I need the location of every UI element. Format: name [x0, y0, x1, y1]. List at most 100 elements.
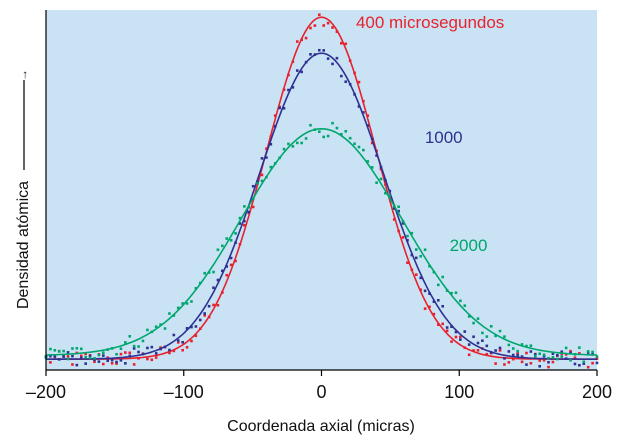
data-point: [132, 344, 136, 348]
data-point: [203, 312, 206, 315]
data-point: [348, 136, 352, 140]
data-point: [66, 355, 70, 358]
data-point: [437, 283, 440, 287]
data-point: [168, 312, 171, 315]
data-point: [525, 351, 528, 355]
data-point: [428, 305, 431, 309]
data-point: [146, 346, 149, 350]
data-point: [569, 349, 572, 353]
data-point: [326, 134, 330, 138]
data-point: [278, 106, 281, 110]
data-point: [53, 355, 57, 358]
data-point: [516, 352, 519, 355]
data-point: [419, 254, 422, 258]
data-point: [423, 248, 427, 252]
data-point: [335, 56, 339, 60]
data-point: [62, 349, 65, 353]
data-point: [397, 205, 400, 209]
data-point: [441, 322, 445, 326]
data-point: [366, 114, 370, 117]
data-point: [573, 356, 577, 360]
plot-background: [46, 10, 597, 370]
data-point: [573, 362, 577, 366]
data-point: [331, 121, 334, 125]
data-point: [176, 306, 180, 310]
data-point: [300, 141, 303, 145]
data-point: [291, 145, 295, 148]
data-point: [516, 353, 519, 357]
data-point: [459, 338, 462, 341]
y-axis-arrow-head: →: [16, 69, 30, 81]
data-point: [467, 343, 471, 346]
data-point: [128, 334, 132, 338]
data-point: [547, 356, 550, 360]
data-point: [75, 363, 79, 367]
data-point: [159, 323, 162, 326]
data-point: [472, 321, 475, 325]
data-point: [102, 362, 105, 366]
data-point: [472, 335, 475, 339]
data-point: [181, 348, 184, 352]
data-point: [317, 13, 321, 17]
data-point: [472, 349, 475, 352]
data-point: [119, 347, 123, 351]
data-point: [194, 287, 198, 290]
data-point: [132, 363, 136, 366]
data-point: [194, 334, 198, 338]
data-point: [503, 357, 506, 360]
data-point: [172, 349, 176, 353]
data-point: [49, 361, 52, 364]
data-point: [463, 330, 467, 333]
data-point: [309, 26, 312, 30]
data-point: [75, 346, 79, 350]
data-point: [375, 181, 378, 185]
data-point: [282, 147, 286, 151]
data-point: [260, 179, 264, 183]
data-point: [229, 256, 233, 260]
data-point: [503, 335, 506, 338]
data-point: [331, 26, 334, 29]
data-point: [542, 353, 546, 357]
data-point: [115, 360, 118, 364]
data-point: [150, 345, 154, 349]
data-point: [441, 304, 445, 308]
data-point: [326, 57, 330, 60]
data-point: [88, 354, 92, 358]
data-point: [423, 307, 427, 310]
data-point: [467, 315, 471, 318]
x-tick-label: 200: [582, 382, 612, 402]
data-point: [185, 327, 189, 330]
series-2: 2000: [44, 121, 599, 364]
data-point: [445, 326, 449, 329]
data-point: [216, 278, 220, 282]
data-point: [304, 137, 308, 140]
data-point: [357, 80, 361, 84]
data-point: [481, 339, 484, 343]
data-point: [225, 265, 229, 268]
data-point: [146, 328, 149, 332]
data-point: [141, 339, 145, 343]
data-point: [401, 236, 405, 239]
data-point: [88, 356, 92, 360]
data-point: [556, 357, 559, 361]
data-point: [229, 238, 233, 242]
chart-marks: 400 microsegundos 1000 2000: [44, 13, 599, 369]
data-point: [498, 346, 502, 350]
data-point: [520, 360, 524, 364]
data-point: [243, 205, 246, 208]
data-point: [375, 154, 378, 157]
data-point: [295, 141, 299, 145]
data-point: [326, 21, 330, 25]
data-point: [406, 234, 409, 238]
data-point: [243, 223, 246, 227]
data-point: [578, 363, 581, 367]
data-point: [476, 341, 480, 345]
data-point: [102, 354, 105, 357]
data-point: [591, 350, 594, 354]
data-point: [317, 48, 321, 52]
data-point: [234, 259, 237, 263]
data-point: [309, 53, 312, 56]
data-point: [357, 105, 361, 108]
y-axis-label: Densidad atómica: [15, 181, 32, 309]
data-point: [309, 123, 312, 127]
